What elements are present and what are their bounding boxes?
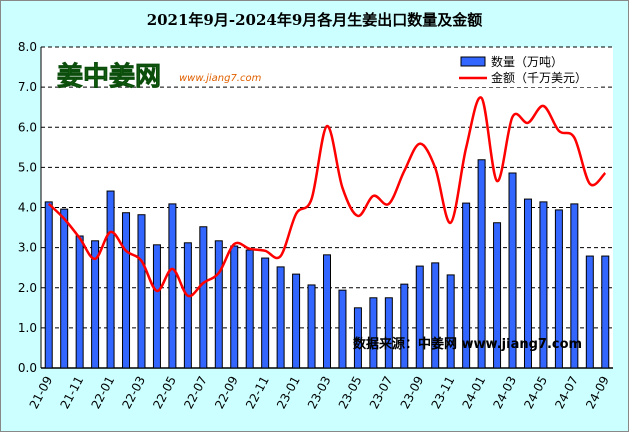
bar-24-04 (523, 198, 532, 369)
x-tick-label: 24-03 (490, 374, 519, 411)
bar-23-08 (400, 283, 409, 369)
bar-23-11 (446, 274, 455, 369)
bar-24-03 (508, 172, 517, 369)
chart-title: 2021年9月-2024年9月各月生姜出口数量及金额 (146, 11, 483, 29)
x-tick-label: 24-09 (583, 374, 612, 411)
bar-24-01 (477, 159, 486, 369)
bar-21-10 (60, 208, 69, 369)
bar-22-04 (152, 244, 161, 369)
y-tick-label: 3.0 (18, 241, 37, 255)
x-tick-label: 23-03 (305, 374, 334, 411)
y-tick-label: 8.0 (18, 40, 37, 54)
y-tick-label: 1.0 (18, 321, 37, 335)
x-tick-label: 23-07 (367, 374, 396, 411)
x-tick-label: 22-03 (119, 374, 148, 411)
x-tick-label: 21-09 (27, 374, 56, 411)
bar-24-07 (570, 203, 579, 369)
x-tick-label: 24-01 (460, 374, 489, 411)
y-tick-label: 7.0 (18, 80, 37, 94)
bar-23-02 (307, 284, 316, 369)
bar-23-09 (415, 265, 424, 369)
x-tick-label: 24-07 (552, 374, 581, 411)
bar-24-09 (601, 255, 610, 369)
bar-22-11 (261, 257, 270, 369)
y-tick-label: 0.0 (18, 361, 37, 375)
watermark-logo: 姜中姜网 (57, 61, 161, 92)
x-tick-label: 22-09 (212, 374, 241, 411)
bar-22-08 (214, 240, 223, 369)
x-tick-label: 23-05 (336, 374, 365, 411)
bar-22-02 (122, 212, 131, 369)
y-tick-label: 4.0 (18, 201, 37, 215)
bar-22-12 (276, 266, 285, 369)
watermark-url: www.jiang7.com (179, 73, 262, 84)
bar-22-09 (230, 245, 239, 369)
x-tick-label: 22-11 (243, 374, 272, 411)
y-tick-label: 2.0 (18, 281, 37, 295)
x-tick-label: 23-09 (398, 374, 427, 411)
bar-23-10 (431, 262, 440, 369)
bar-22-06 (183, 242, 192, 369)
legend-quantity: 数量（万吨） (491, 54, 563, 69)
x-tick-label: 22-01 (88, 374, 117, 411)
bar-23-04 (338, 289, 347, 369)
bar-23-06 (369, 297, 378, 369)
bar-22-01 (106, 190, 115, 369)
x-tick-label: 23-01 (274, 374, 303, 411)
bar-21-09 (44, 201, 53, 369)
bar-23-03 (323, 254, 331, 369)
bar-21-11 (75, 235, 84, 369)
bar-23-07 (384, 297, 393, 369)
bar-22-10 (245, 249, 254, 369)
y-tick-label: 6.0 (18, 120, 37, 134)
x-tick-label: 22-07 (181, 374, 210, 411)
amount-line (47, 96, 607, 298)
x-tick-label: 23-11 (429, 374, 458, 411)
bar-23-12 (462, 202, 471, 369)
bar-23-01 (292, 273, 301, 369)
bar-24-05 (539, 201, 548, 369)
y-tick-label: 5.0 (18, 160, 37, 174)
bar-22-07 (199, 226, 208, 369)
legend-bar-swatch (460, 56, 486, 67)
bar-24-06 (554, 209, 563, 369)
bar-22-03 (137, 214, 146, 369)
bar-23-05 (353, 307, 362, 369)
bar-24-02 (493, 222, 502, 369)
x-tick-label: 21-11 (58, 374, 87, 411)
bar-21-12 (91, 240, 100, 369)
bar-24-08 (585, 255, 594, 369)
x-tick-label: 24-05 (521, 374, 550, 411)
source-note: 数据来源：中姜网 www.jiang7.com (353, 336, 582, 352)
x-tick-label: 22-05 (150, 374, 179, 411)
bar-22-05 (168, 203, 177, 369)
legend-amount: 金额（千万美元） (491, 70, 587, 85)
